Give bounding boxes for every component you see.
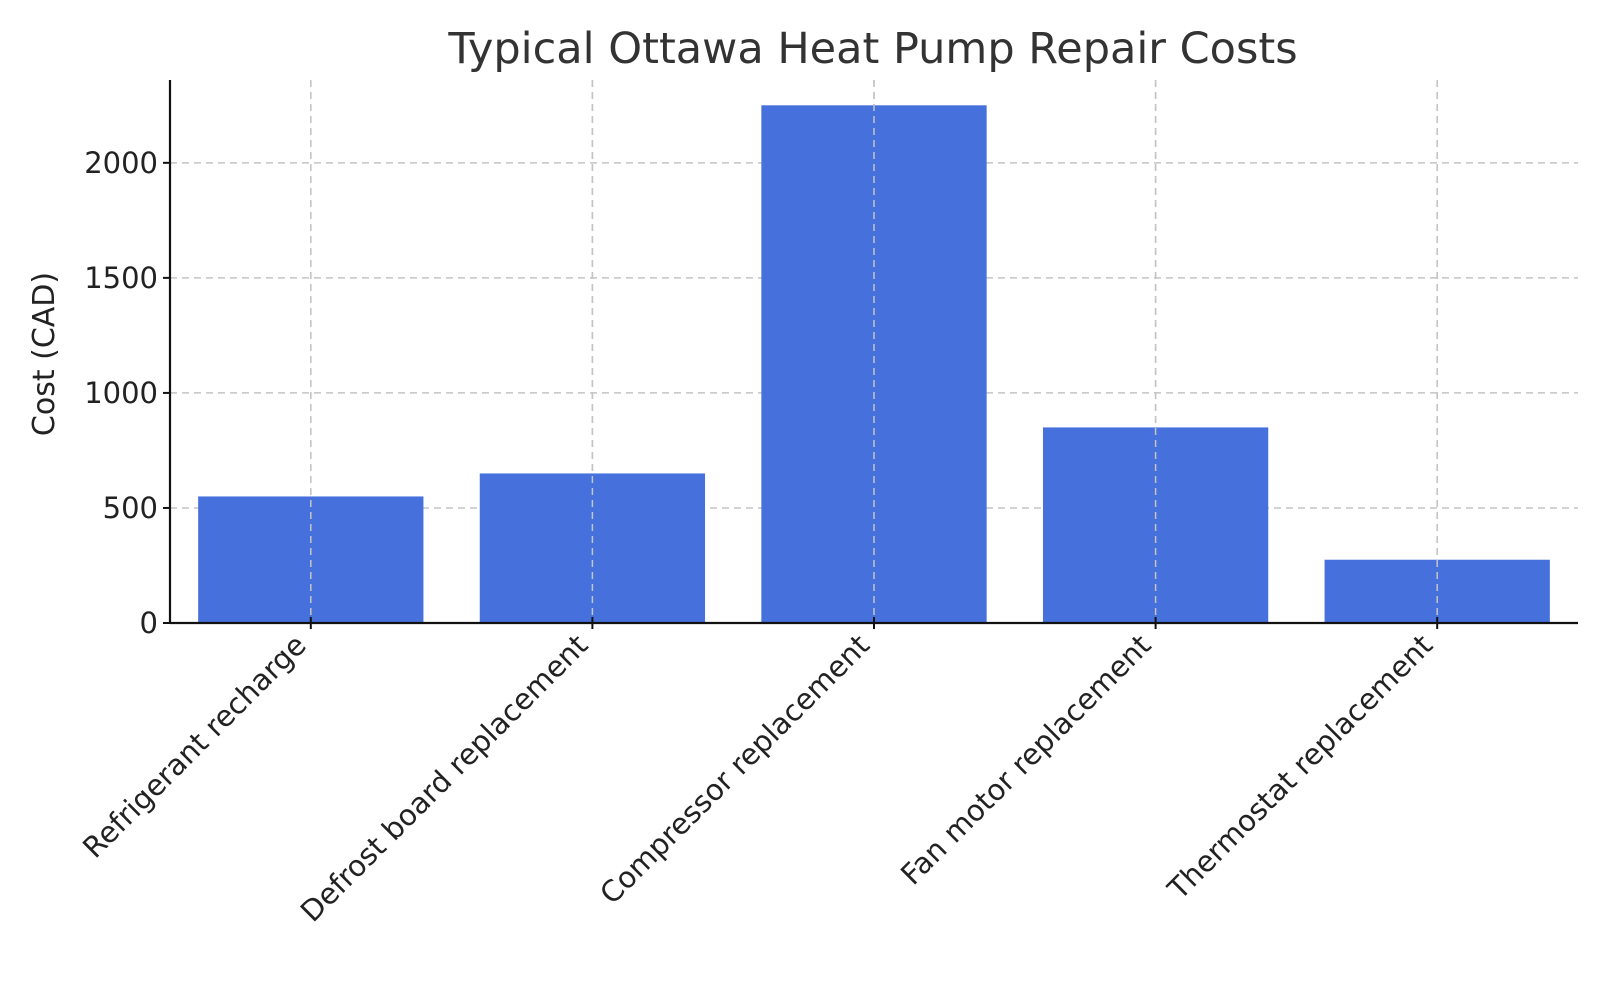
- x-tick-label: Refrigerant recharge: [76, 628, 313, 865]
- x-tick-label: Thermostat replacement: [1160, 628, 1439, 907]
- y-axis-label: Cost (CAD): [27, 272, 62, 436]
- y-tick-label: 500: [103, 491, 158, 525]
- x-tick-label: Compressor replacement: [593, 628, 876, 911]
- x-tick-label: Fan motor replacement: [894, 628, 1157, 891]
- x-tick-label: Defrost board replacement: [294, 628, 595, 929]
- y-tick-label: 1000: [84, 376, 158, 410]
- y-tick-label: 2000: [84, 146, 158, 180]
- bars-layer: [198, 80, 1550, 623]
- chart-title: Typical Ottawa Heat Pump Repair Costs: [447, 24, 1297, 74]
- y-tick-label: 1500: [84, 261, 158, 295]
- y-tick-label: 0: [140, 606, 158, 640]
